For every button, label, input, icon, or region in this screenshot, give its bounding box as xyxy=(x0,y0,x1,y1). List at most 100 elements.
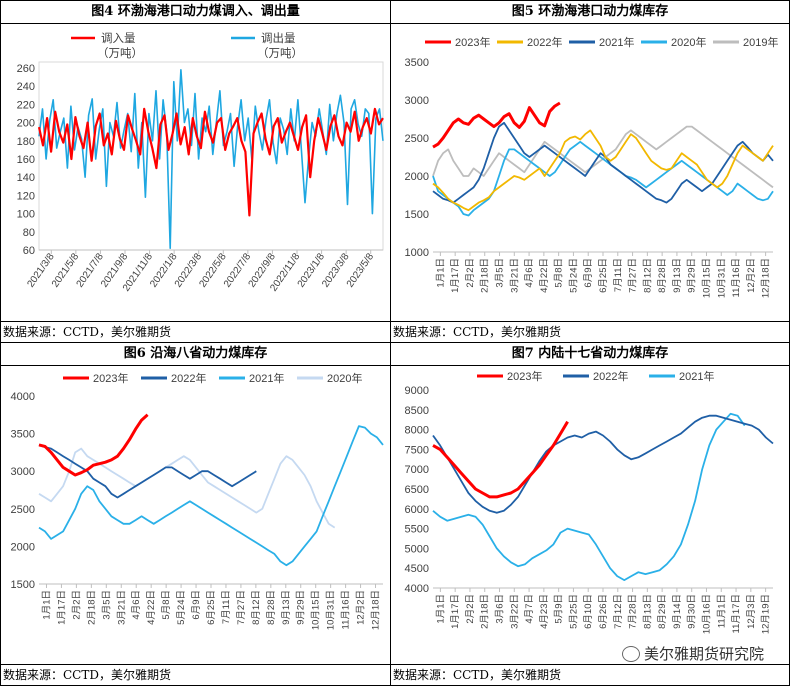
legend-unit: （万吨） xyxy=(257,47,303,60)
y-tick-label: 140 xyxy=(17,172,35,184)
x-tick-label: 3月22日 xyxy=(509,594,520,629)
y-tick-label: 3000 xyxy=(11,466,35,478)
x-tick-label: 11月1日 xyxy=(716,594,727,628)
y-tick-label: 2500 xyxy=(405,133,429,145)
wechat-icon xyxy=(621,645,640,662)
x-tick-label: 7月11日 xyxy=(221,590,232,624)
x-tick-label: 6月9日 xyxy=(583,258,594,288)
x-tick-label: 3月6日 xyxy=(495,594,506,624)
x-tick-label: 4月23日 xyxy=(539,594,550,629)
x-tick-label: 4月22日 xyxy=(539,258,550,293)
series-line-2023年 xyxy=(432,420,569,499)
series-line-调入量 xyxy=(37,107,384,217)
y-tick-label: 100 xyxy=(17,209,35,221)
legend-label: 2022年 xyxy=(171,371,206,385)
chart-panel-fig4: 图4 环渤海港口动力煤调入、调出量 260 240 220 200 180 160 140 1… xyxy=(0,0,391,343)
x-tick-label: 8月12日 xyxy=(642,258,653,293)
x-tick-label: 9月13日 xyxy=(672,258,683,293)
y-tick-label: 2000 xyxy=(11,541,35,553)
x-tick-label: 10月31日 xyxy=(716,258,727,298)
chart-title: 图7 内陆十七省动力煤库存 xyxy=(391,343,789,366)
x-tick-label: 8月29日 xyxy=(657,594,668,629)
y-tick-label: 7500 xyxy=(405,444,429,456)
y-tick-label: 8500 xyxy=(405,405,429,417)
x-tick-label: 11月17日 xyxy=(731,594,742,633)
y-tick-label: 4500 xyxy=(405,563,429,575)
y-tick-label: 2500 xyxy=(11,504,35,516)
series-line-2019年 xyxy=(432,125,774,189)
chart-title: 图6 沿海八省动力煤库存 xyxy=(1,343,390,366)
legend-label: 2019年 xyxy=(743,35,778,49)
y-tick-label: 240 xyxy=(17,81,35,93)
y-tick-label: 4000 xyxy=(11,391,35,403)
chart-svg-fig7: 9000 8500 8000 7500 7000 6500 6000 5500 5000 4500… xyxy=(405,369,774,634)
x-tick-label: 12月19日 xyxy=(761,594,772,634)
legend-label: 调入量 xyxy=(101,32,136,45)
y-tick-label: 6500 xyxy=(405,484,429,496)
series-line-2020年 xyxy=(38,447,336,529)
x-tick-label: 3月21日 xyxy=(116,590,127,625)
x-tick-label: 7月27日 xyxy=(628,258,639,293)
chart-svg-fig6: 4000 3500 3000 2500 2000 1500 1月1日 1月17日 2月2日 2月1… xyxy=(11,371,384,630)
x-tick-label: 4月22日 xyxy=(146,590,157,625)
x-tick-label: 7月12日 xyxy=(613,594,624,629)
legend-label: 2021年 xyxy=(599,35,634,49)
series-line-2022年 xyxy=(38,444,257,499)
legend-label: 2021年 xyxy=(249,371,284,385)
chart-panel-fig7: 图7 内陆十七省动力煤库存 9000 8500 8000 7500 7000 6500 60… xyxy=(390,342,790,686)
legend-label: 2022年 xyxy=(527,35,562,49)
legend-label: 2020年 xyxy=(327,371,362,385)
y-tick-label: 9000 xyxy=(405,385,429,397)
chart-panel-fig5: 图5 环渤海港口动力煤库存 3500 3000 2500 2000 1500 1000 1月… xyxy=(390,0,790,343)
x-tick-label: 1月1日 xyxy=(435,258,446,288)
y-tick-label: 4000 xyxy=(405,583,429,595)
y-tick-label: 6000 xyxy=(405,504,429,516)
x-tick-label: 12月3日 xyxy=(746,594,757,629)
series-line-2021年 xyxy=(38,425,384,567)
series-line-2022年 xyxy=(432,414,774,514)
x-tick-label: 3月5日 xyxy=(101,590,112,620)
chart-panel-fig6: 图6 沿海八省动力煤库存 4000 3500 3000 2500 2000 1500 1月1… xyxy=(0,342,391,686)
x-tick-label: 10月31日 xyxy=(326,590,337,630)
data-source: 数据来源：CCTD，美尔雅期货 xyxy=(391,321,789,342)
x-tick-label: 12月2日 xyxy=(746,258,757,293)
x-tick-label: 4月6日 xyxy=(524,258,535,288)
y-tick-label: 5000 xyxy=(405,543,429,555)
x-tick-label: 3月5日 xyxy=(495,258,506,288)
x-tick-label: 7月28日 xyxy=(628,594,639,629)
legend-label: 2023年 xyxy=(93,371,128,385)
x-tick-label: 8月12日 xyxy=(251,590,262,625)
y-tick-label: 1000 xyxy=(405,247,429,259)
x-tick-label: 3月21日 xyxy=(509,258,520,293)
x-tick-label: 2月2日 xyxy=(465,594,476,624)
chart-svg-fig5: 3500 3000 2500 2000 1500 1000 1月1日 1月17日 2月2日 2月1… xyxy=(405,35,779,298)
x-tick-label: 9月30日 xyxy=(687,594,698,629)
x-tick-label: 5月24日 xyxy=(568,258,579,293)
x-tick-label: 4月7日 xyxy=(524,594,535,624)
legend-label: 2021年 xyxy=(679,369,714,383)
x-tick-label: 1月17日 xyxy=(450,258,461,293)
legend-label: 2023年 xyxy=(507,369,542,383)
x-tick-label: 5月8日 xyxy=(161,590,172,620)
legend-label: 2022年 xyxy=(593,369,628,383)
x-tick-label: 6月25日 xyxy=(598,258,609,293)
y-tick-label: 80 xyxy=(23,227,35,239)
data-source: 数据来源：CCTD，美尔雅期货 xyxy=(1,321,390,342)
series-line-2022年 xyxy=(432,129,774,212)
watermark-text: 美尔雅期货研究院 xyxy=(643,645,764,663)
chart-svg-fig4: 26024022020018016014012010080602021/3/82… xyxy=(17,31,384,294)
legend-label: 调出量 xyxy=(261,31,296,45)
x-tick-label: 11月16日 xyxy=(341,590,352,629)
chart-title: 图5 环渤海港口动力煤库存 xyxy=(391,1,789,24)
x-tick-label: 7月27日 xyxy=(236,590,247,625)
legend-label: 2020年 xyxy=(671,35,706,49)
y-tick-label: 180 xyxy=(17,136,35,148)
y-tick-label: 7000 xyxy=(405,464,429,476)
x-tick-label: 1月1日 xyxy=(41,590,52,620)
x-tick-label: 8月13日 xyxy=(642,594,653,629)
x-tick-label: 6月10日 xyxy=(583,594,594,629)
x-tick-label: 9月13日 xyxy=(281,590,292,625)
x-tick-label: 12月18日 xyxy=(371,590,382,630)
x-tick-label: 9月29日 xyxy=(296,590,307,625)
y-tick-label: 5500 xyxy=(405,524,429,536)
